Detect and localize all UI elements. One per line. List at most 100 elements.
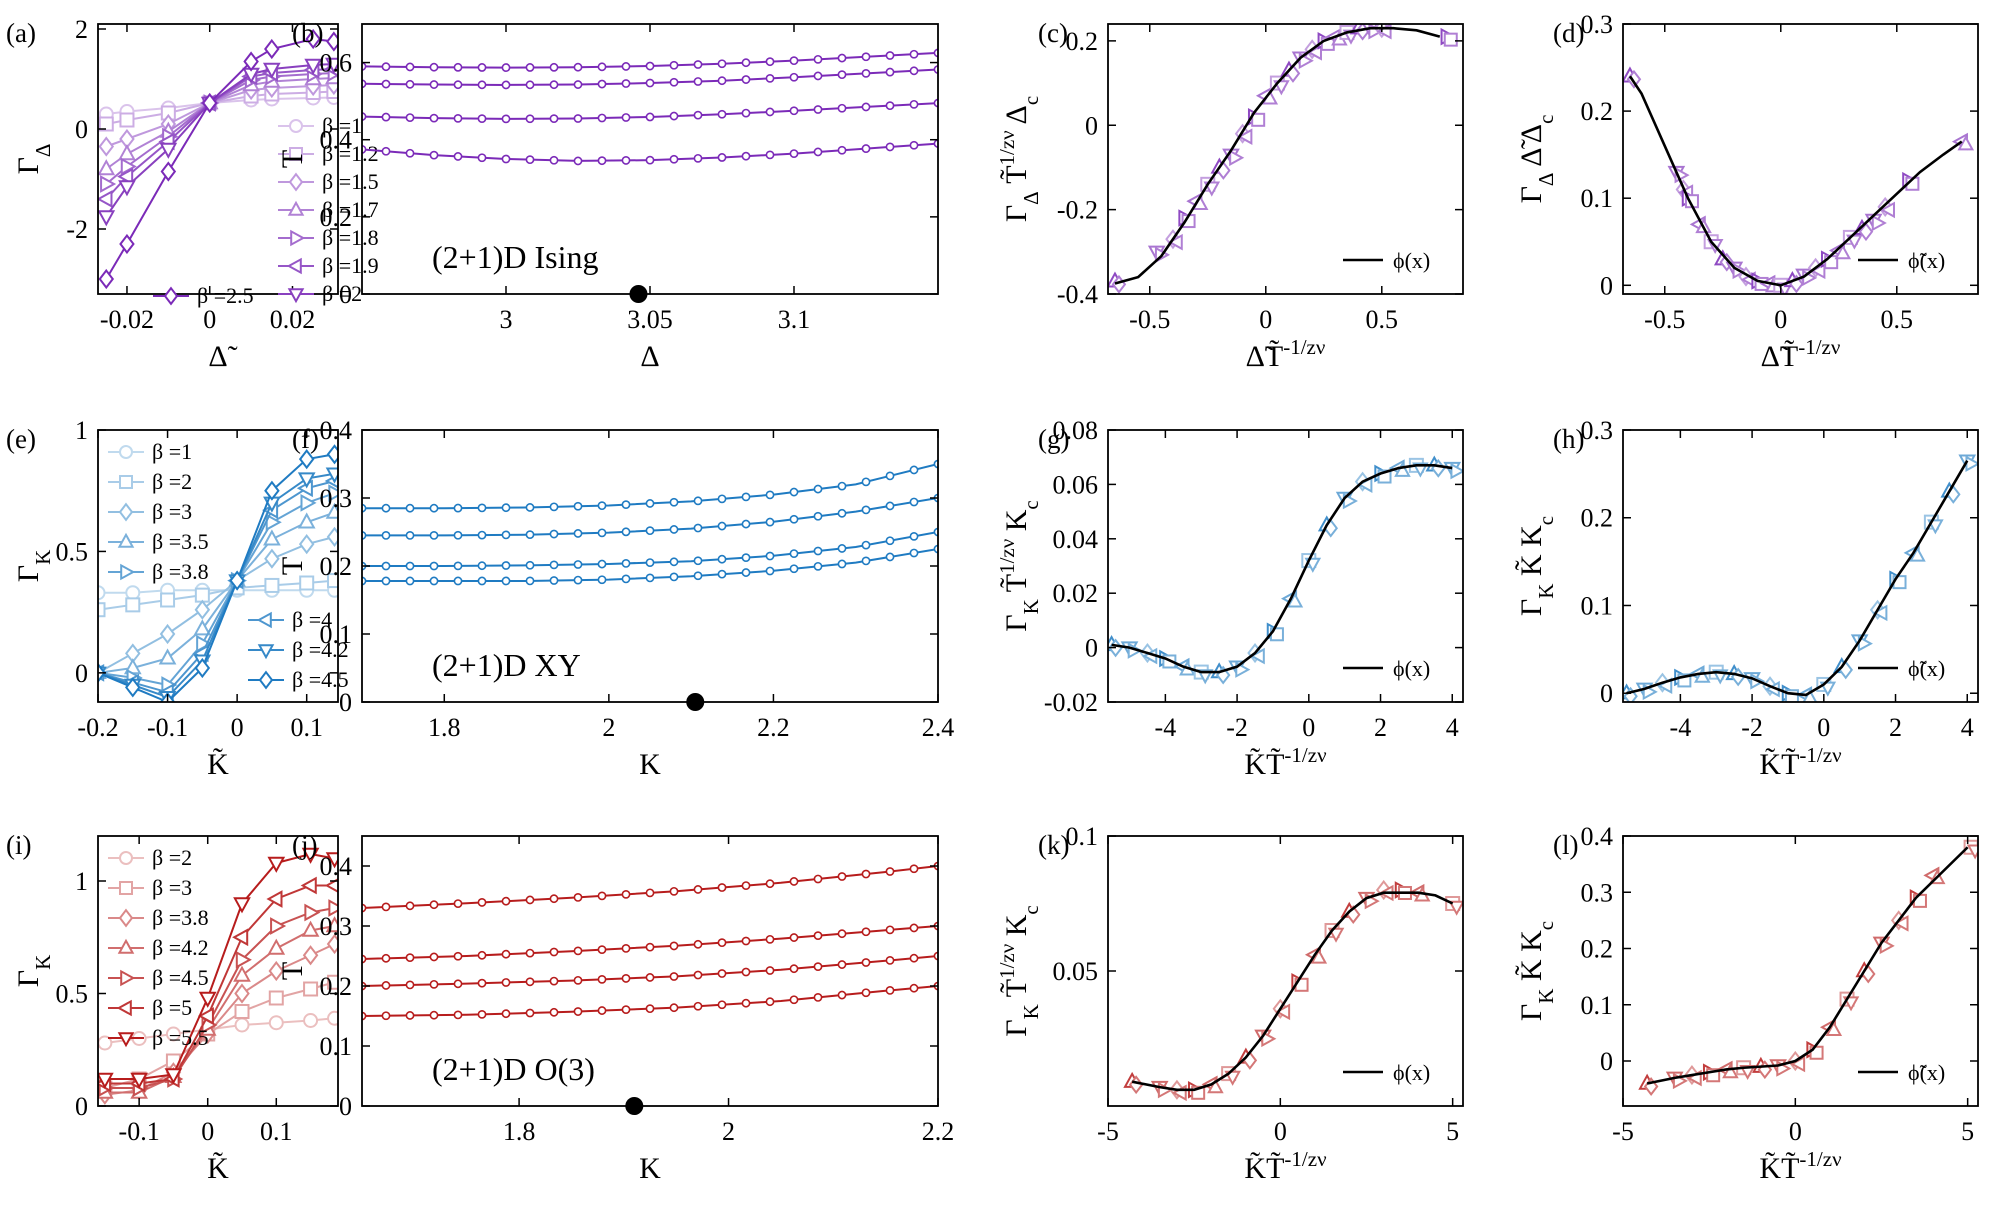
data-point — [621, 156, 631, 165]
data-point — [98, 1072, 114, 1089]
label-part: -1/zν — [1799, 743, 1841, 767]
data-point — [381, 79, 391, 89]
data-point — [120, 157, 137, 176]
data-point — [621, 943, 631, 953]
legend-swatch-marker — [286, 257, 302, 275]
data-point — [885, 925, 895, 935]
data-point — [645, 973, 655, 982]
axes-frame — [97, 429, 339, 703]
data-point — [909, 983, 919, 993]
model-annotation: (2+1)D Ising — [432, 239, 598, 275]
data-point — [741, 998, 751, 1008]
data-point — [549, 502, 559, 512]
label-part: K — [1534, 989, 1558, 1004]
panel-d: -0.5 0 0.5 0 0.1 0.2 0.3 Δ̃T̃-1/zν ΓΔ Δ̃ Δc (d) ϕ̃… — [1515, 10, 1979, 373]
y-tick-label: 0.5 — [56, 537, 89, 566]
data-point — [525, 948, 535, 958]
legend-entry: β =2 — [152, 845, 192, 870]
data-point — [501, 154, 511, 164]
data-point — [453, 1010, 463, 1020]
x-tick-label: 2.2 — [757, 713, 790, 742]
x-axis-label: Δ — [640, 340, 659, 373]
data-point — [621, 574, 631, 584]
x-tick-label: -4 — [1155, 713, 1177, 742]
data-point — [159, 142, 178, 159]
data-point — [669, 497, 679, 507]
legend-label: ϕ̃(x) — [1908, 1060, 1945, 1085]
data-point — [429, 576, 439, 586]
data-point — [477, 561, 487, 571]
data-point — [229, 570, 245, 591]
y-tick-label: 0.1 — [320, 620, 353, 649]
data-point — [765, 934, 775, 944]
data-point — [1846, 234, 1863, 250]
data-point — [693, 939, 703, 949]
y-axis-label: ΓΔ Δ̃ Δc — [1515, 115, 1558, 204]
data-point — [326, 933, 338, 955]
legend-swatch-marker — [288, 172, 304, 192]
data-point — [477, 114, 487, 124]
data-point — [266, 890, 283, 908]
data-point — [789, 964, 799, 974]
x-tick-label: -5 — [1612, 1117, 1634, 1146]
data-point — [693, 523, 703, 533]
data-point — [573, 114, 583, 123]
data-point — [813, 71, 823, 81]
label-part: -1/zν — [1284, 1147, 1326, 1171]
data-point — [645, 155, 655, 165]
data-point — [597, 974, 607, 984]
data-point — [765, 73, 775, 83]
data-point — [453, 80, 463, 90]
data-point — [1877, 196, 1893, 217]
y-tick-label: 0.4 — [1581, 822, 1614, 851]
data-point — [885, 986, 895, 995]
data-point — [573, 575, 583, 585]
y-tick-label: 0.3 — [1581, 878, 1614, 907]
y-axis-label: T — [276, 150, 309, 168]
legend-entry: β =4.5 — [152, 965, 209, 990]
data-point — [234, 983, 250, 1004]
data-point — [235, 950, 252, 969]
data-point — [621, 79, 631, 88]
data-point — [837, 544, 847, 553]
data-point — [693, 77, 703, 86]
y-axis-label: ΓK — [12, 550, 55, 583]
label-part: c — [1534, 516, 1558, 525]
data-point — [861, 505, 871, 515]
y-tick-label: 0 — [339, 688, 352, 717]
x-tick-label: -5 — [1097, 1117, 1119, 1146]
data-point — [477, 950, 487, 960]
data-point — [669, 1003, 679, 1013]
data-point — [405, 62, 415, 72]
panel-label: (j) — [292, 830, 317, 860]
panel-e: -0.2 -0.1 0 0.1 0 0.5 1 K̃ ΓK (e) β =1 β =2 β =3 β =3… — [6, 416, 349, 781]
data-point — [669, 941, 679, 951]
panel-b: 3 3.05 3.1 0 0.2 0.4 0.6 Δ T (b) (2+1)D Ising — [276, 18, 939, 373]
data-point — [789, 933, 799, 942]
data-point — [525, 1008, 535, 1018]
data-point — [837, 990, 847, 1000]
legend-entry: β =2.5 — [197, 283, 254, 308]
y-tick-label: 0 — [75, 115, 88, 144]
x-axis-label: Δ̃T̃-1/zν — [1761, 335, 1841, 373]
plot-area — [1638, 839, 1978, 1096]
y-tick-label: 0.3 — [320, 912, 353, 941]
data-point — [573, 892, 583, 902]
label-part: Γ — [1515, 599, 1548, 616]
panel-label: (e) — [6, 424, 36, 454]
y-tick-label: 0.2 — [1066, 27, 1099, 56]
data-point — [909, 140, 919, 150]
y-tick-label: 0.05 — [1053, 957, 1099, 986]
y-tick-label: 0.06 — [1053, 470, 1099, 499]
x-tick-label: 0 — [1302, 713, 1315, 742]
legend-swatch-marker — [119, 475, 133, 489]
data-point — [813, 992, 823, 1002]
data-point — [264, 480, 280, 501]
data-point — [232, 928, 249, 947]
data-point — [325, 852, 338, 869]
data-point — [861, 477, 871, 487]
axes-frame — [1107, 23, 1464, 295]
data-point — [193, 619, 212, 636]
data-point — [549, 529, 559, 539]
plot-area — [362, 861, 938, 1021]
